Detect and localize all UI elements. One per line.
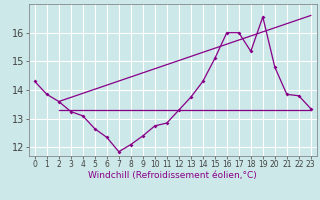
X-axis label: Windchill (Refroidissement éolien,°C): Windchill (Refroidissement éolien,°C) [88,171,257,180]
